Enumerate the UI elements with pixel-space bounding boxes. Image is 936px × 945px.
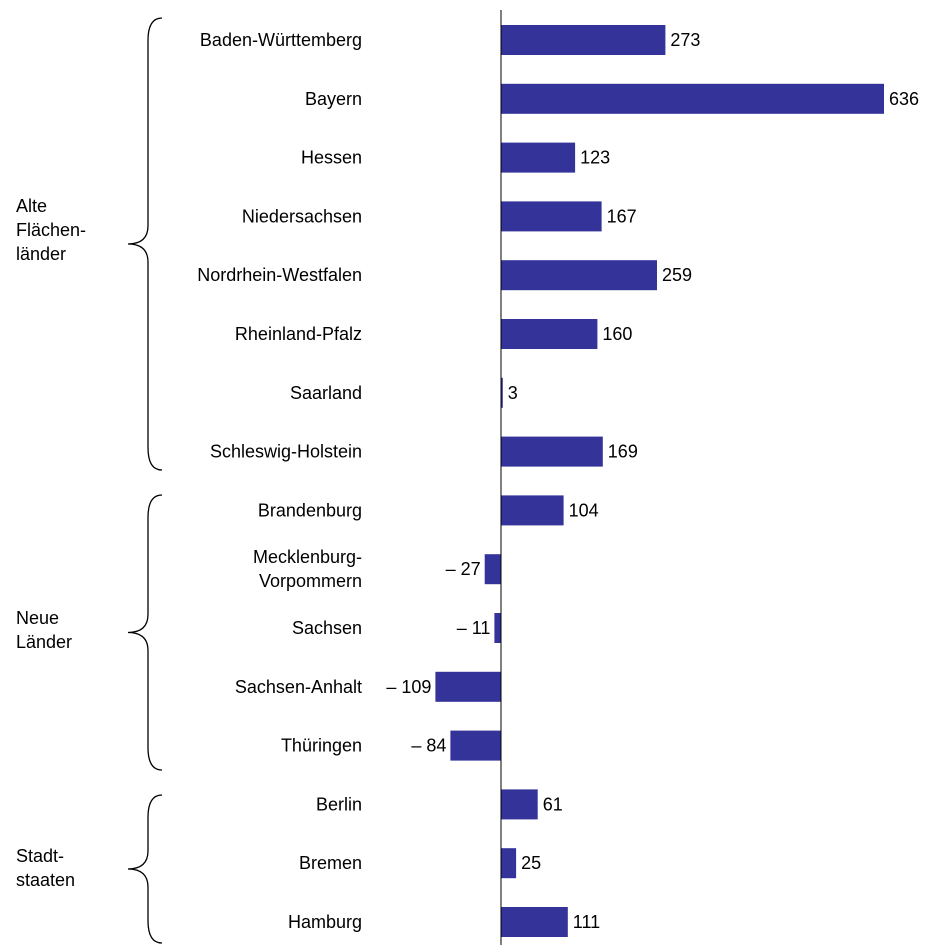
category-label-line: Sachsen-Anhalt xyxy=(235,677,362,697)
category-label-line: Saarland xyxy=(290,383,362,403)
bar-15 xyxy=(501,907,568,937)
group-label-1: Neue Länder xyxy=(16,608,72,652)
category-label-9: Mecklenburg- Vorpommern xyxy=(253,547,362,591)
category-label-line: Schleswig-Holstein xyxy=(210,442,362,462)
category-label-line: Nordrhein-Westfalen xyxy=(197,265,362,285)
group-label-line: Stadt- xyxy=(16,846,64,866)
category-label-3: Niedersachsen xyxy=(242,206,362,226)
value-label-9: – 27 xyxy=(446,559,481,579)
group-label-line: länder xyxy=(16,244,66,264)
group-label-2: Stadt-staaten xyxy=(16,846,75,890)
category-label-5: Rheinland-Pfalz xyxy=(235,324,362,344)
category-label-11: Sachsen-Anhalt xyxy=(235,677,362,697)
bar-1 xyxy=(501,83,884,114)
category-label-line: Rheinland-Pfalz xyxy=(235,324,362,344)
value-label-14: 25 xyxy=(521,853,541,873)
group-braces xyxy=(127,17,163,944)
bar-13 xyxy=(501,789,538,820)
bar-0 xyxy=(501,25,666,55)
group-label-line: Alte xyxy=(16,196,47,216)
group-label-0: Alte Flächen-länder xyxy=(16,196,86,264)
value-label-12: – 84 xyxy=(411,736,446,756)
category-labels: Baden-Württemberg Bayern Hessen Niedersachs… xyxy=(197,30,362,932)
category-label-line: Hamburg xyxy=(288,912,362,932)
category-label-line: Bayern xyxy=(305,89,362,109)
value-label-0: 273 xyxy=(670,30,700,50)
group-label-line: Flächen- xyxy=(16,220,86,240)
category-label-10: Sachsen xyxy=(292,618,362,638)
bar-14 xyxy=(501,848,517,879)
category-label-15: Hamburg xyxy=(288,912,362,932)
category-label-12: Thüringen xyxy=(281,736,362,756)
category-label-line: Thüringen xyxy=(281,736,362,756)
value-label-1: 636 xyxy=(889,89,919,109)
category-label-14: Bremen xyxy=(299,853,362,873)
value-labels: 273 636 123 167 259 160 3 169 104 – 27 – 11 – 109 – … xyxy=(386,30,919,932)
group-brace-2 xyxy=(127,794,163,944)
value-label-10: – 11 xyxy=(457,618,491,638)
bar-9 xyxy=(484,554,501,585)
category-label-line: Mecklenburg- xyxy=(253,547,362,567)
group-label-line: Länder xyxy=(16,632,72,652)
bar-8 xyxy=(501,495,564,526)
group-label-line: Neue xyxy=(16,608,59,628)
bar-7 xyxy=(501,436,603,467)
value-label-4: 259 xyxy=(662,265,692,285)
value-label-7: 169 xyxy=(608,442,638,462)
value-label-11: – 109 xyxy=(386,677,431,697)
category-label-line: Sachsen xyxy=(292,618,362,638)
value-label-2: 123 xyxy=(580,148,610,168)
bars xyxy=(435,25,884,937)
category-label-line: Brandenburg xyxy=(258,500,362,520)
value-label-8: 104 xyxy=(569,500,599,520)
bar-6 xyxy=(501,377,503,408)
bar-10 xyxy=(494,613,501,643)
group-brace-1 xyxy=(127,494,163,771)
category-label-line: Niedersachsen xyxy=(242,206,362,226)
bar-4 xyxy=(501,260,657,291)
bar-11 xyxy=(435,671,501,702)
category-label-line: Vorpommern xyxy=(259,571,362,591)
category-label-0: Baden-Württemberg xyxy=(200,30,362,50)
category-label-line: Baden-Württemberg xyxy=(200,30,362,50)
group-labels: Alte Flächen-länder Neue Länder Stadt-staate… xyxy=(16,196,86,890)
bar-12 xyxy=(450,730,501,761)
group-label-line: staaten xyxy=(16,870,75,890)
value-label-15: 111 xyxy=(573,912,600,932)
value-label-5: 160 xyxy=(602,324,632,344)
category-label-line: Berlin xyxy=(316,794,362,814)
category-label-13: Berlin xyxy=(316,794,362,814)
category-label-4: Nordrhein-Westfalen xyxy=(197,265,362,285)
category-label-line: Hessen xyxy=(301,148,362,168)
bar-2 xyxy=(501,142,576,173)
category-label-line: Bremen xyxy=(299,853,362,873)
category-label-2: Hessen xyxy=(301,148,362,168)
category-label-8: Brandenburg xyxy=(258,500,362,520)
category-label-6: Saarland xyxy=(290,383,362,403)
value-label-6: 3 xyxy=(508,383,518,403)
value-label-3: 167 xyxy=(607,206,637,226)
bar-5 xyxy=(501,319,598,349)
group-brace-0 xyxy=(127,17,163,471)
value-label-13: 61 xyxy=(543,794,563,814)
bar-3 xyxy=(501,201,602,232)
category-label-7: Schleswig-Holstein xyxy=(210,442,362,462)
category-label-1: Bayern xyxy=(305,89,362,109)
